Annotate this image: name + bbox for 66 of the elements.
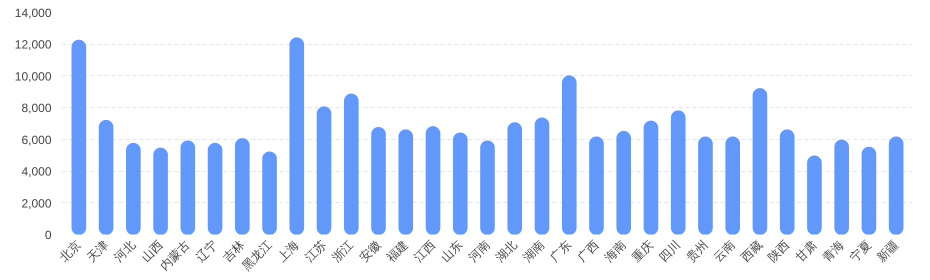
x-tick-label: 新疆 [874, 238, 902, 264]
bar [289, 37, 304, 234]
x-tick-label: 湖南 [520, 238, 547, 264]
x-tick-label: 北京 [56, 238, 84, 264]
x-tick-label: 上海 [274, 238, 302, 264]
x-tick-label: 宁夏 [846, 238, 874, 264]
y-tick-label: 6,000 [21, 132, 52, 147]
bar [480, 140, 495, 234]
x-tick-label: 陕西 [765, 238, 792, 264]
x-tick-label: 湖北 [492, 238, 520, 264]
bar [888, 136, 904, 234]
x-tick-label: 河北 [111, 238, 138, 264]
bar [262, 152, 277, 234]
y-tick-label: 4,000 [21, 164, 52, 179]
bar [98, 120, 114, 234]
x-tick-label: 广东 [547, 238, 574, 264]
bar [807, 156, 822, 234]
bar [344, 94, 359, 234]
x-tick-label: 甘肃 [792, 238, 820, 264]
bar [589, 136, 604, 234]
bar [507, 122, 522, 234]
bar [452, 132, 468, 234]
bar [316, 106, 332, 234]
x-tick-label: 云南 [710, 238, 738, 264]
bar [644, 120, 658, 234]
bar [616, 130, 632, 234]
x-tick-label: 辽宁 [193, 238, 220, 264]
x-tick-label: 青海 [820, 238, 847, 264]
bar [208, 142, 222, 234]
bar [426, 126, 440, 234]
bar [180, 140, 196, 234]
x-tick-label: 西藏 [738, 238, 765, 264]
bar [725, 136, 740, 234]
y-tick-label: 8,000 [21, 101, 52, 116]
x-tick-label: 江苏 [302, 238, 329, 264]
y-tick-label: 14,000 [14, 6, 52, 20]
bar [752, 88, 768, 234]
bar [780, 129, 794, 234]
x-tick-label: 浙江 [329, 238, 356, 264]
y-tick-label: 0 [44, 228, 52, 242]
bar [371, 126, 386, 234]
x-tick-label: 山东 [438, 238, 466, 264]
bar [234, 138, 250, 234]
bar [834, 140, 849, 234]
x-tick-label: 四川 [656, 238, 684, 264]
x-tick-label: 重庆 [629, 238, 656, 264]
bar [670, 110, 686, 234]
bar [698, 136, 713, 234]
bar [562, 75, 577, 234]
x-tick-label: 江西 [411, 238, 438, 264]
x-tick-label: 安徽 [356, 238, 384, 264]
x-tick-label: 天津 [84, 238, 112, 264]
bar [153, 148, 168, 234]
bar [862, 146, 876, 234]
y-tick-label: 2,000 [21, 196, 52, 210]
x-tick-label: 福建 [384, 238, 411, 264]
x-tick-label: 河南 [466, 238, 492, 264]
bar [126, 142, 141, 234]
x-tick-label: 海南 [602, 238, 629, 264]
bar [534, 117, 550, 234]
y-tick-label: 12,000 [14, 38, 52, 52]
bar [72, 40, 86, 234]
bar [398, 129, 414, 234]
y-tick-label: 10,000 [14, 69, 52, 84]
x-tick-label: 广西 [574, 238, 602, 264]
x-tick-label: 贵州 [684, 238, 710, 264]
